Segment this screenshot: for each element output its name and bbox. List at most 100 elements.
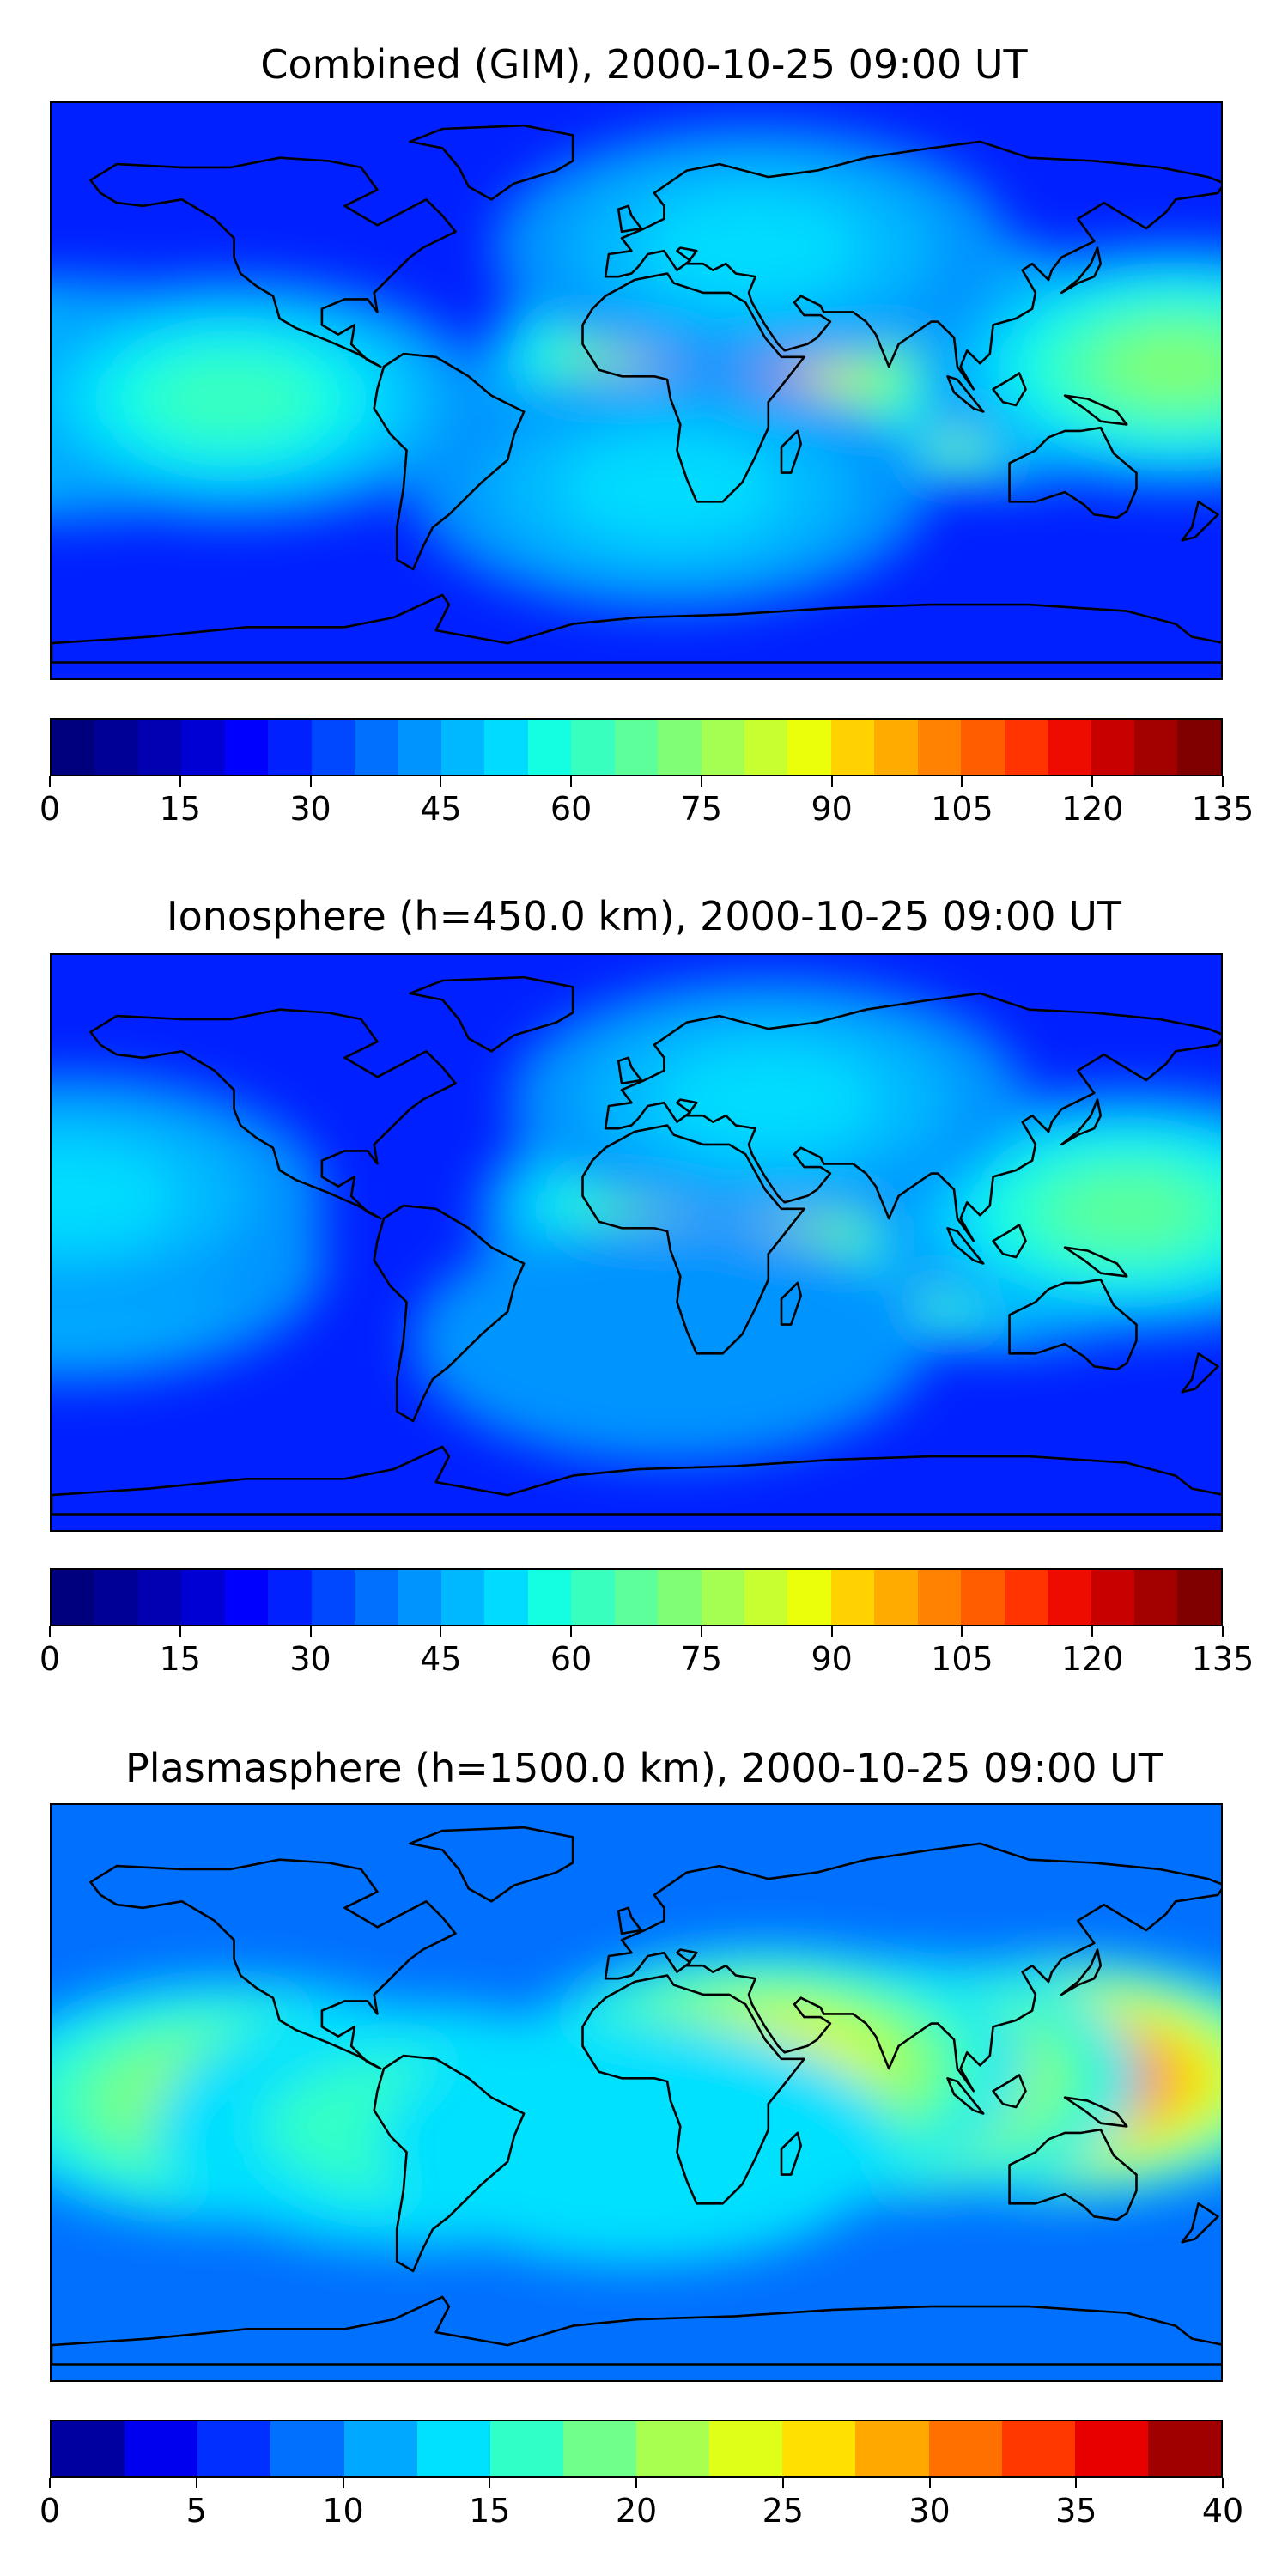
colorbar-swatch bbox=[311, 1570, 355, 1625]
coastline bbox=[1008, 1278, 1138, 1371]
colorbar-swatch bbox=[709, 2421, 783, 2476]
colorbar-swatch bbox=[1133, 1570, 1178, 1625]
colorbar-tick-label: 5 bbox=[185, 2492, 207, 2530]
coastline bbox=[1008, 2128, 1138, 2221]
colorbar-swatch bbox=[416, 2421, 490, 2476]
colorbar-swatch bbox=[398, 1570, 441, 1625]
colorbar-swatch bbox=[701, 720, 744, 775]
tec-map bbox=[50, 101, 1223, 680]
colorbar-swatch bbox=[181, 720, 225, 775]
colorbar-tick-label: 40 bbox=[1201, 2492, 1244, 2530]
colorbar-swatch bbox=[125, 2421, 198, 2476]
colorbar-swatch bbox=[1048, 1570, 1091, 1625]
colorbar-tick-label: 120 bbox=[1060, 790, 1124, 828]
colorbar-tick-label: 45 bbox=[420, 1640, 462, 1678]
colorbar-tick bbox=[1222, 776, 1224, 787]
colorbar-tick bbox=[342, 2478, 344, 2488]
coastline bbox=[409, 124, 574, 201]
colorbar-swatch bbox=[1177, 720, 1221, 775]
colorbar-swatch bbox=[52, 720, 95, 775]
contour-level bbox=[643, 194, 861, 301]
colorbar-swatch bbox=[614, 720, 659, 775]
coastline bbox=[946, 2076, 985, 2115]
tec-map bbox=[50, 1803, 1223, 2382]
colorbar-swatch bbox=[94, 1570, 138, 1625]
map-title: Plasmasphere (h=1500.0 km), 2000-10-25 0… bbox=[125, 1745, 1163, 1791]
colorbar-swatch bbox=[855, 2421, 929, 2476]
contour-level bbox=[380, 2020, 896, 2265]
colorbar-tick bbox=[1091, 776, 1094, 787]
colorbar-tick bbox=[635, 2478, 637, 2488]
colorbar-swatch bbox=[1133, 720, 1178, 775]
colorbar-tick-label: 30 bbox=[908, 2492, 951, 2530]
colorbar-tick-label: 60 bbox=[550, 1640, 592, 1678]
colorbar-tick-label: 25 bbox=[762, 2492, 804, 2530]
colorbar-swatch bbox=[874, 1570, 918, 1625]
colorbar-swatch bbox=[181, 1570, 225, 1625]
colorbar-swatch bbox=[571, 1570, 615, 1625]
colorbar-swatch bbox=[917, 720, 962, 775]
coastline bbox=[780, 1281, 803, 1326]
colorbar-swatch bbox=[917, 1570, 962, 1625]
colorbar-tick-label: 90 bbox=[811, 1640, 853, 1678]
colorbar-swatch bbox=[355, 720, 398, 775]
colorbar-swatch bbox=[270, 2421, 344, 2476]
colorbar-tick-label: 45 bbox=[420, 790, 462, 828]
colorbar bbox=[50, 1568, 1223, 1626]
colorbar-swatch bbox=[787, 720, 831, 775]
colorbar-swatch bbox=[268, 720, 312, 775]
colorbar-tick-label: 15 bbox=[159, 790, 201, 828]
colorbar-tick bbox=[570, 776, 573, 787]
colorbar-tick bbox=[570, 1626, 573, 1637]
colorbar-swatch bbox=[484, 1570, 528, 1625]
colorbar-swatch bbox=[571, 720, 615, 775]
coastline bbox=[1060, 246, 1103, 295]
coastline bbox=[1060, 1948, 1103, 1996]
coastline bbox=[617, 1906, 643, 1935]
colorbar-swatch bbox=[744, 720, 788, 775]
map-canvas bbox=[52, 103, 1221, 678]
colorbar-swatch bbox=[928, 2421, 1002, 2476]
colorbar-swatch bbox=[268, 1570, 312, 1625]
tec-map bbox=[50, 953, 1223, 1532]
colorbar-swatch bbox=[701, 1570, 744, 1625]
map-title: Combined (GIM), 2000-10-25 09:00 UT bbox=[260, 41, 1028, 88]
coastline bbox=[992, 1224, 1027, 1259]
colorbar-swatch bbox=[224, 1570, 269, 1625]
colorbar-tick-label: 75 bbox=[680, 790, 723, 828]
colorbar-tick-label: 135 bbox=[1191, 790, 1255, 828]
colorbar-tick-label: 10 bbox=[322, 2492, 364, 2530]
colorbar-swatch bbox=[782, 2421, 856, 2476]
colorbar-tick-label: 0 bbox=[39, 2492, 61, 2530]
colorbar-tick bbox=[781, 2478, 784, 2488]
colorbar-swatch bbox=[874, 720, 918, 775]
colorbar-swatch bbox=[787, 1570, 831, 1625]
map-title: Ionosphere (h=450.0 km), 2000-10-25 09:0… bbox=[167, 893, 1121, 939]
colorbar-tick bbox=[49, 2478, 51, 2488]
colorbar-tick bbox=[961, 1626, 963, 1637]
colorbar-tick bbox=[489, 2478, 491, 2488]
colorbar-tick bbox=[1075, 2478, 1078, 2488]
colorbar-swatch bbox=[1048, 720, 1091, 775]
contour-level bbox=[562, 435, 780, 543]
contour-level bbox=[412, 1218, 928, 1463]
colorbar-tick-label: 120 bbox=[1060, 1640, 1124, 1678]
colorbar-swatch bbox=[52, 2421, 125, 2476]
colorbar-tick bbox=[830, 1626, 833, 1637]
coastline bbox=[1063, 1246, 1128, 1278]
colorbar-tick-label: 105 bbox=[931, 790, 993, 828]
colorbar-swatch bbox=[830, 720, 875, 775]
coastline bbox=[409, 1826, 574, 1903]
colorbar-tick bbox=[309, 776, 312, 787]
colorbar-tick-label: 15 bbox=[469, 2492, 511, 2530]
colorbar-tick bbox=[1222, 2478, 1224, 2488]
colorbar-tick bbox=[700, 776, 702, 787]
coastline bbox=[604, 1842, 1221, 2093]
coastline bbox=[617, 1056, 643, 1085]
map-canvas bbox=[52, 1805, 1221, 2380]
coastline bbox=[780, 2131, 803, 2176]
colorbar-swatch bbox=[527, 720, 572, 775]
colorbar-swatch bbox=[52, 1570, 95, 1625]
colorbar-swatch bbox=[1177, 1570, 1221, 1625]
colorbar-tick-label: 90 bbox=[811, 790, 853, 828]
